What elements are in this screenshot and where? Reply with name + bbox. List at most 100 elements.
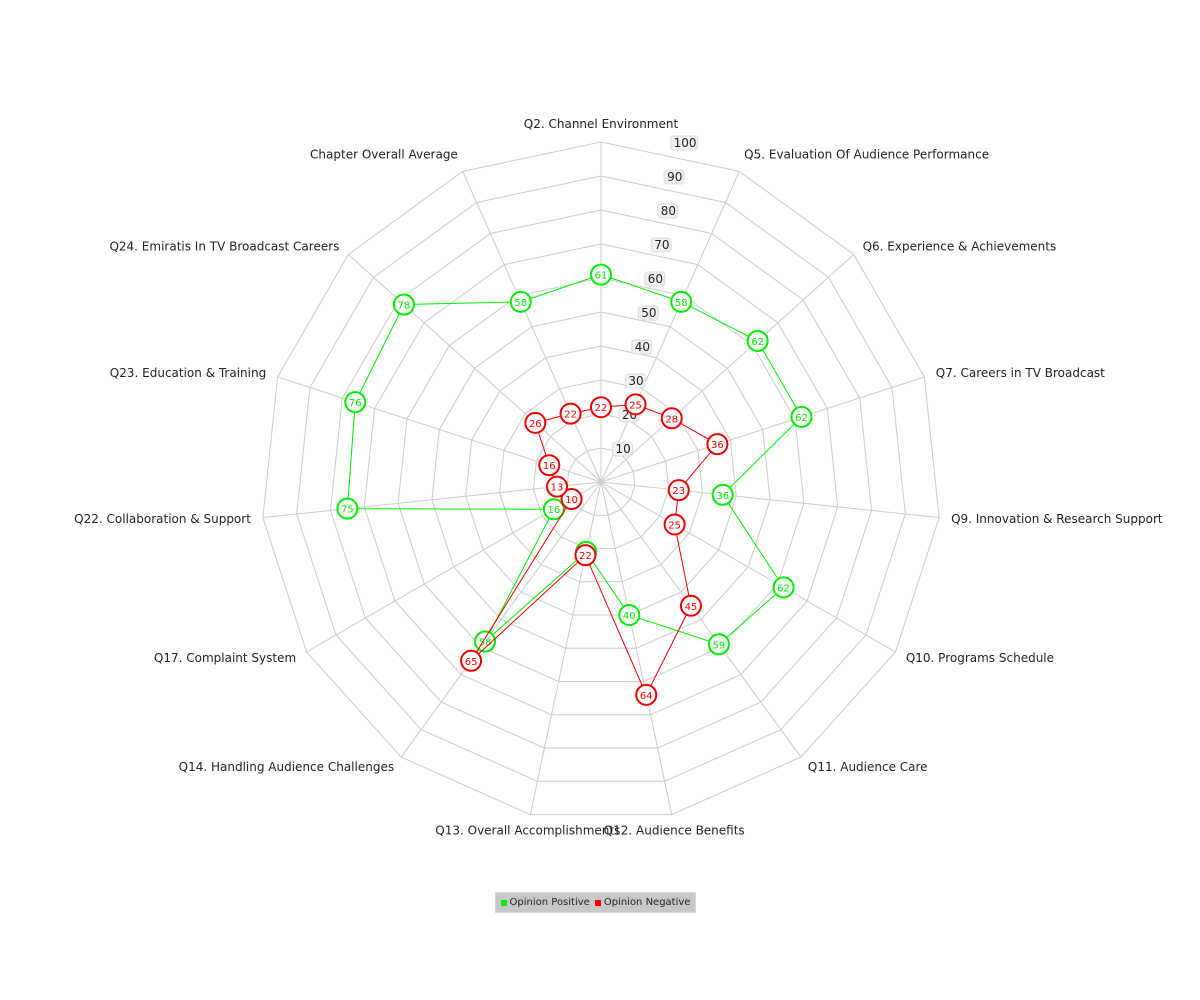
data-point-marker (706, 433, 729, 456)
data-point-marker (574, 544, 597, 567)
data-label: 40 (623, 611, 636, 622)
data-point-positive[interactable]: 76 (344, 391, 367, 414)
data-point-negative[interactable]: 28 (660, 407, 683, 430)
data-point-negative[interactable]: 23 (667, 479, 690, 502)
data-point-positive[interactable]: 58 (670, 290, 693, 313)
grid-ring-100 (262, 141, 940, 816)
legend-swatch-negative (594, 899, 601, 906)
data-point-marker (679, 594, 702, 617)
legend: Opinion Positive Opinion Negative (495, 892, 696, 913)
data-label: 25 (629, 400, 642, 411)
tick-label-bg (670, 135, 699, 151)
data-point-positive[interactable]: 59 (707, 633, 730, 656)
data-point-marker (392, 293, 415, 316)
grid-spoke (600, 481, 802, 758)
grid-spoke (600, 481, 896, 653)
data-point-marker (524, 411, 547, 434)
data-point-negative[interactable]: 25 (624, 393, 647, 416)
category-label: Q10. Programs Schedule (906, 651, 1054, 665)
tick-label-bg (650, 237, 672, 253)
category-labels: Q2. Channel Environment Q5. Evaluation Of… (74, 117, 1163, 837)
data-label: 62 (795, 413, 808, 424)
tick-label-text: 10 (616, 442, 631, 456)
tick-label-text: 100 (674, 136, 697, 150)
data-point-negative[interactable]: 22 (590, 396, 612, 419)
data-point-negative[interactable]: 25 (663, 513, 686, 536)
grid-ring-40 (465, 345, 737, 616)
legend-item-negative[interactable]: Opinion Negative (594, 897, 691, 908)
data-point-marker (590, 263, 612, 286)
grid-ring-60 (397, 277, 805, 683)
tick-label-bg (663, 169, 685, 185)
data-point-marker (624, 393, 647, 416)
series-group: 6158626236625940215816757678582225283623… (336, 263, 813, 706)
data-point-positive[interactable]: 61 (590, 263, 612, 286)
data-point-positive[interactable]: 62 (772, 576, 795, 599)
tick-label-bg (624, 373, 646, 389)
grid-spoke (600, 481, 673, 815)
legend-label-negative: Opinion Negative (603, 897, 691, 908)
data-point-marker (670, 290, 693, 313)
data-label: 45 (685, 602, 698, 613)
tick-label-80: 80 (657, 203, 679, 219)
data-point-negative[interactable]: 22 (559, 402, 582, 425)
data-point-marker (707, 633, 730, 656)
data-point-marker (618, 604, 641, 627)
tick-label-bg (612, 441, 633, 457)
grid-spoke (400, 481, 602, 758)
data-point-marker (542, 498, 565, 521)
data-label: 13 (551, 483, 564, 494)
tick-label-50: 50 (637, 305, 659, 321)
series-positive: 615862623662594021581675767858 (336, 263, 813, 656)
grid-ring-10 (566, 447, 636, 516)
tick-label-70: 70 (650, 237, 672, 253)
data-point-negative[interactable]: 26 (524, 411, 547, 434)
data-label: 58 (514, 298, 527, 309)
tick-label-text: 70 (654, 238, 669, 252)
data-point-marker (336, 497, 359, 520)
data-point-positive[interactable]: 62 (790, 405, 813, 428)
data-point-negative[interactable]: 10 (560, 488, 583, 510)
data-point-negative[interactable]: 16 (538, 454, 561, 477)
data-label: 59 (713, 640, 726, 651)
tick-label-bg (631, 339, 653, 355)
data-point-positive[interactable]: 78 (392, 293, 415, 316)
grid-spoke (600, 254, 855, 483)
legend-item-positive[interactable]: Opinion Positive (500, 897, 590, 908)
grid-ring-70 (363, 243, 839, 716)
category-label: Q14. Handling Audience Challenges (179, 760, 394, 774)
data-point-positive[interactable]: 75 (336, 497, 359, 520)
grid-ring-80 (329, 209, 873, 749)
data-label: 64 (640, 691, 653, 702)
data-point-marker (538, 454, 561, 477)
data-label: 75 (341, 505, 354, 516)
data-point-negative[interactable]: 22 (574, 544, 597, 567)
tick-label-bg (657, 203, 679, 219)
data-point-negative[interactable]: 64 (635, 683, 658, 706)
data-point-positive[interactable]: 58 (509, 290, 532, 313)
data-point-negative[interactable]: 45 (679, 594, 702, 617)
grid-spoke (529, 481, 602, 815)
tick-label-text: 30 (628, 374, 643, 388)
data-label: 78 (398, 301, 411, 312)
data-point-positive[interactable]: 36 (711, 483, 734, 506)
grid-spoke (600, 376, 925, 483)
data-point-positive[interactable]: 16 (542, 498, 565, 521)
data-point-positive[interactable]: 40 (618, 604, 641, 627)
data-point-negative[interactable]: 36 (706, 433, 729, 456)
tick-label-text: 50 (641, 306, 656, 320)
data-label: 26 (529, 419, 542, 430)
data-point-marker (663, 513, 686, 536)
data-point-negative[interactable]: 13 (546, 475, 569, 498)
category-label: Q9. Innovation & Research Support (951, 512, 1163, 526)
data-point-marker (560, 488, 583, 510)
data-point-negative[interactable]: 65 (460, 649, 483, 672)
category-label: Q13. Overall Accomplishments (435, 823, 620, 837)
data-label: 62 (751, 337, 764, 348)
series-line-positive (346, 274, 803, 645)
data-point-positive[interactable]: 62 (746, 329, 769, 352)
data-point-marker (790, 405, 813, 428)
legend-swatch-positive (500, 899, 507, 906)
tick-label-bg (637, 305, 659, 321)
